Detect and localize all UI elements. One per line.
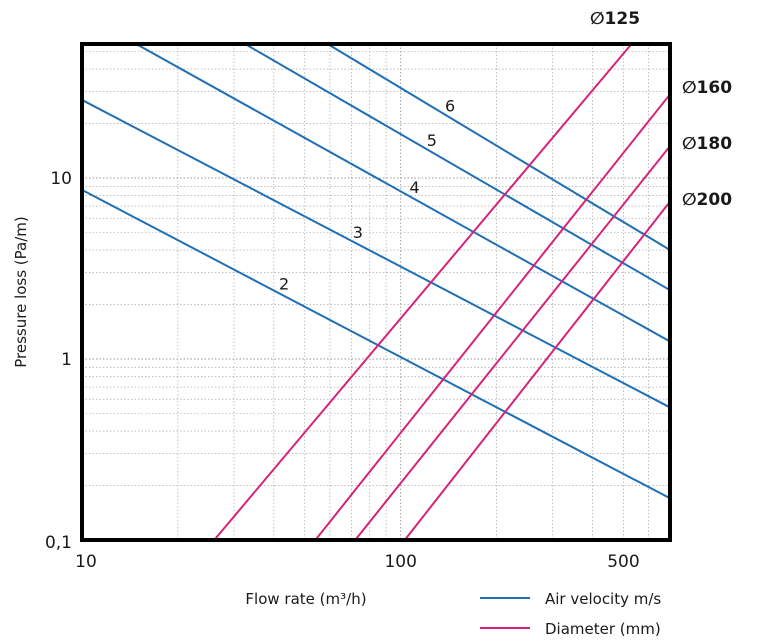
legend: Air velocity m/s Diameter (mm) [480, 590, 661, 638]
velocity-line-4 [135, 43, 671, 343]
velocity-label-5: 5 [427, 131, 437, 150]
y-tick-label-1: 1 [61, 350, 72, 370]
velocity-label-6: 6 [445, 96, 455, 115]
y-tick-label-10: 10 [50, 169, 72, 189]
velocity-label-4: 4 [410, 178, 420, 197]
plot-frame [80, 42, 672, 542]
diameter-label-200: ∅200 [682, 190, 732, 210]
diameter-line-200 [403, 201, 671, 541]
velocity-label-3: 3 [353, 223, 363, 242]
velocity-line-2 [81, 188, 671, 500]
velocity-line-6 [327, 43, 671, 251]
x-axis-title: Flow rate (m³/h) [245, 590, 366, 608]
series-lines [81, 43, 671, 541]
diameter-label-125: ∅125 [590, 9, 640, 29]
diameter-label-160: ∅160 [682, 78, 732, 98]
y-axis-title: Pressure loss (Pa/m) [12, 216, 30, 368]
diameter-line-125 [213, 43, 633, 541]
legend-label-air-velocity: Air velocity m/s [545, 590, 661, 608]
legend-label-diameter: Diameter (mm) [545, 620, 661, 638]
velocity-label-2: 2 [279, 274, 289, 293]
series-labels: 2 3 4 56 ∅125 ∅160 ∅180 ∅200 [279, 9, 732, 293]
diameter-line-160 [314, 93, 671, 541]
y-tick-label-0,1: 0,1 [45, 533, 72, 553]
velocity-line-3 [81, 99, 671, 409]
diameter-label-180: ∅180 [682, 134, 732, 154]
diameter-line-180 [354, 145, 671, 541]
x-tick-label-100: 100 [384, 552, 416, 572]
velocity-line-5 [244, 43, 671, 292]
x-tick-label-500: 500 [607, 552, 639, 572]
x-tick-label-10: 10 [75, 552, 97, 572]
tick-labels: 10 100 500 0,1 1 10 [45, 169, 640, 572]
